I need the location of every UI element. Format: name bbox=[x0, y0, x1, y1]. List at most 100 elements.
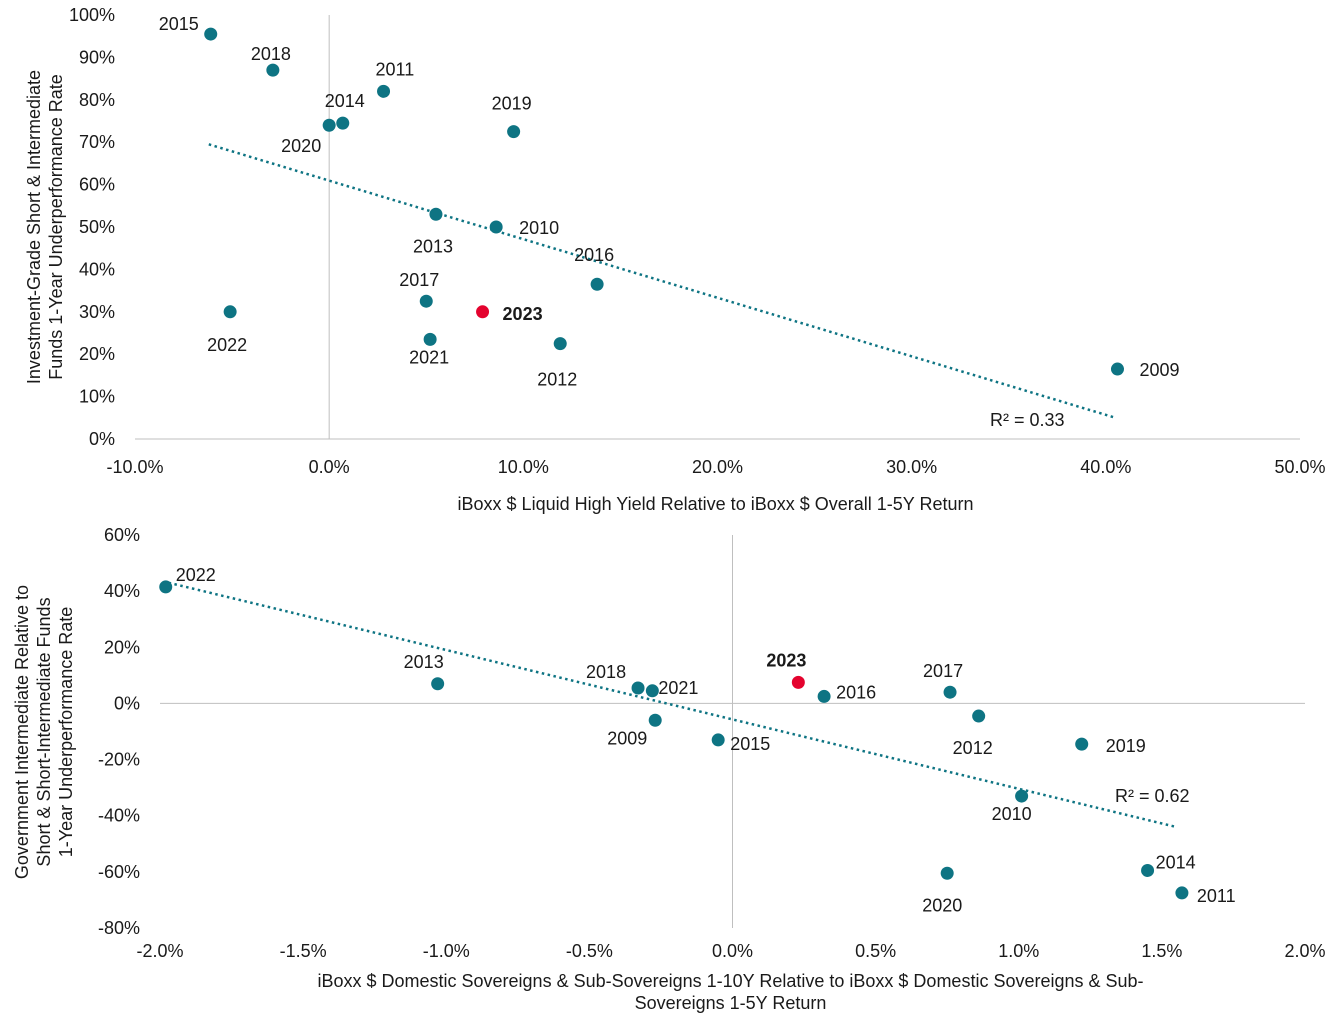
data-label-2015: 2015 bbox=[159, 14, 199, 34]
y-tick-label: 100% bbox=[69, 5, 115, 25]
y-tick-label: 40% bbox=[104, 581, 140, 601]
data-point-2023 bbox=[476, 305, 490, 319]
data-point-2021 bbox=[423, 332, 437, 346]
data-label-2013: 2013 bbox=[404, 652, 444, 672]
y-axis-title-line: Government Intermediate Relative to bbox=[12, 585, 32, 879]
y-tick-label: 20% bbox=[104, 637, 140, 657]
y-tick-label: 0% bbox=[89, 429, 115, 449]
x-tick-label: 50.0% bbox=[1274, 457, 1325, 477]
y-tick-label: -80% bbox=[98, 918, 140, 938]
y-tick-label: 90% bbox=[79, 47, 115, 67]
x-tick-label: 0.5% bbox=[855, 941, 896, 961]
data-point-2014 bbox=[336, 116, 350, 130]
data-point-2011 bbox=[377, 84, 391, 98]
data-label-2016: 2016 bbox=[574, 245, 614, 265]
y-tick-label: -20% bbox=[98, 750, 140, 770]
data-point-2017 bbox=[943, 685, 957, 699]
y-tick-label: 70% bbox=[79, 132, 115, 152]
x-axis-title: iBoxx $ Liquid High Yield Relative to iB… bbox=[458, 494, 974, 514]
data-label-2021: 2021 bbox=[658, 678, 698, 698]
data-label-2022: 2022 bbox=[176, 565, 216, 585]
x-tick-label: 1.0% bbox=[998, 941, 1039, 961]
data-point-2013 bbox=[429, 207, 443, 221]
data-label-2023: 2023 bbox=[503, 304, 543, 324]
y-tick-label: 20% bbox=[79, 344, 115, 364]
y-tick-label: 30% bbox=[79, 302, 115, 322]
x-tick-label: 30.0% bbox=[886, 457, 937, 477]
data-point-2022 bbox=[223, 305, 237, 319]
y-axis-title-line: 1-Year Underperformance Rate bbox=[56, 607, 76, 857]
data-point-2009 bbox=[648, 713, 662, 727]
x-axis-title-line: Sovereigns 1-5Y Return bbox=[635, 993, 827, 1013]
data-label-2011: 2011 bbox=[376, 59, 415, 79]
data-label-2014: 2014 bbox=[325, 91, 365, 111]
data-point-2010 bbox=[1015, 789, 1029, 803]
data-point-2021 bbox=[645, 684, 659, 698]
chart-sovereign-vs-gov: -2.0% -1.5% -1.0% -0.5% 0.0% 0.5% 1.0% 1.5% 2.0%… bbox=[12, 525, 1326, 1013]
r-squared-label: R² = 0.33 bbox=[990, 410, 1065, 430]
data-point-2016 bbox=[590, 277, 604, 291]
data-label-2013: 2013 bbox=[413, 236, 453, 256]
data-point-2017 bbox=[419, 294, 433, 308]
data-point-2023 bbox=[791, 675, 805, 689]
data-label-2018: 2018 bbox=[251, 44, 291, 64]
x-axis-title: iBoxx $ Domestic Sovereigns & Sub-Sovere… bbox=[317, 971, 1143, 1013]
data-point-2012 bbox=[972, 709, 986, 723]
y-tick-label: 10% bbox=[79, 387, 115, 407]
x-tick-label: -1.0% bbox=[423, 941, 470, 961]
y-tick-label: 80% bbox=[79, 90, 115, 110]
data-point-2010 bbox=[489, 220, 503, 234]
data-point-2015 bbox=[204, 27, 218, 41]
data-label-2017: 2017 bbox=[923, 661, 963, 681]
x-tick-label: -10.0% bbox=[106, 457, 163, 477]
data-label-2012: 2012 bbox=[537, 370, 577, 390]
x-tick-label: -1.5% bbox=[280, 941, 327, 961]
data-label-2010: 2010 bbox=[519, 218, 559, 238]
y-tick-label: 0% bbox=[114, 693, 140, 713]
x-tick-label: -0.5% bbox=[566, 941, 613, 961]
data-point-2016 bbox=[817, 689, 831, 703]
data-point-2022 bbox=[159, 580, 173, 594]
data-label-2015: 2015 bbox=[730, 734, 770, 754]
data-point-2014 bbox=[1141, 863, 1155, 877]
x-tick-label: 1.5% bbox=[1141, 941, 1182, 961]
x-tick-label: 10.0% bbox=[498, 457, 549, 477]
data-label-2016: 2016 bbox=[836, 682, 876, 702]
data-point-2018 bbox=[266, 63, 280, 77]
data-point-2012 bbox=[553, 337, 567, 351]
data-point-2018 bbox=[631, 681, 645, 695]
y-tick-label: 60% bbox=[79, 175, 115, 195]
data-point-2011 bbox=[1175, 886, 1189, 900]
x-axis-title-line: iBoxx $ Domestic Sovereigns & Sub-Sovere… bbox=[317, 971, 1143, 991]
r-squared-label: R² = 0.62 bbox=[1115, 786, 1190, 806]
data-label-2009: 2009 bbox=[1139, 360, 1179, 380]
x-tick-label: 0.0% bbox=[712, 941, 753, 961]
trendline bbox=[208, 143, 1116, 419]
data-point-2015 bbox=[711, 733, 725, 747]
data-label-2022: 2022 bbox=[207, 335, 247, 355]
trendline bbox=[168, 581, 1177, 829]
x-tick-label: 20.0% bbox=[692, 457, 743, 477]
data-point-2019 bbox=[507, 125, 521, 139]
y-tick-label: -60% bbox=[98, 862, 140, 882]
x-tick-label: 40.0% bbox=[1080, 457, 1131, 477]
data-label-2017: 2017 bbox=[399, 270, 439, 290]
x-tick-label: 0.0% bbox=[309, 457, 350, 477]
y-axis-title-line: Short & Short-Intermediate Funds bbox=[34, 597, 54, 866]
y-axis-title-line: Funds 1-Year Underperformance Rate bbox=[46, 74, 66, 380]
data-label-2018: 2018 bbox=[586, 662, 626, 682]
y-tick-label: -40% bbox=[98, 806, 140, 826]
data-label-2019: 2019 bbox=[1106, 736, 1146, 756]
data-label-2011: 2011 bbox=[1197, 886, 1236, 906]
data-point-2013 bbox=[431, 677, 445, 691]
y-tick-label: 50% bbox=[79, 217, 115, 237]
x-axis-title-line: iBoxx $ Liquid High Yield Relative to iB… bbox=[458, 494, 974, 514]
data-label-2014: 2014 bbox=[1156, 852, 1196, 872]
data-point-2019 bbox=[1075, 737, 1089, 751]
y-tick-label: 60% bbox=[104, 525, 140, 545]
data-label-2009: 2009 bbox=[607, 728, 647, 748]
data-point-2009 bbox=[1110, 362, 1124, 376]
data-label-2010: 2010 bbox=[992, 804, 1032, 824]
x-tick-label: -2.0% bbox=[136, 941, 183, 961]
